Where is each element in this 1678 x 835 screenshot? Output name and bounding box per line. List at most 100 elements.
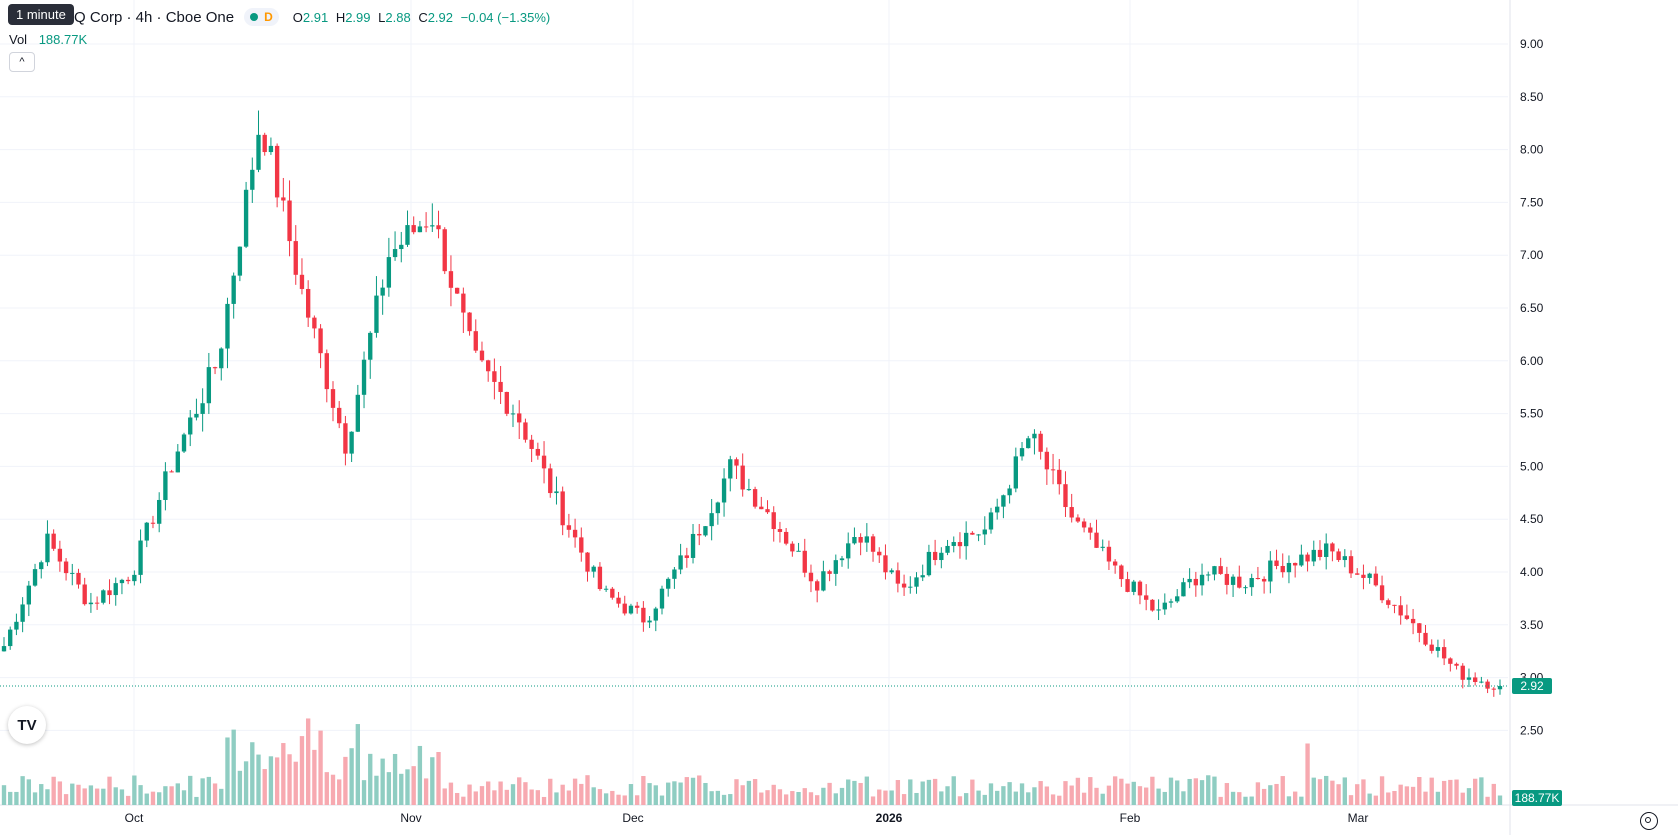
volume-bar [1069, 785, 1074, 805]
volume-bar [647, 783, 652, 805]
candle-body [436, 225, 441, 230]
volume-bar [672, 781, 677, 805]
x-tick-label: Mar [1348, 811, 1369, 825]
candle-body [1497, 686, 1503, 690]
volume-bar [1367, 793, 1372, 805]
candle-body [281, 197, 286, 201]
candle-body [1342, 556, 1347, 561]
last-volume-tag [1512, 790, 1562, 806]
volume-bar [405, 769, 410, 805]
volume-bar [976, 790, 981, 805]
candle-body [45, 533, 50, 563]
volume-bar [939, 791, 944, 805]
volume-bar [1342, 777, 1347, 805]
candle-body [461, 293, 466, 313]
candle-body [355, 394, 360, 432]
volume-bar [945, 786, 950, 805]
volume-bar [821, 787, 826, 805]
candle-body [157, 499, 162, 524]
symbol-title[interactable]: Q Corp · 4h · Cboe One [74, 8, 235, 26]
candle-body [535, 448, 541, 456]
candle-body [82, 584, 87, 605]
x-tick-label: Dec [622, 811, 643, 825]
candle-body [1330, 543, 1335, 552]
candle-body [634, 605, 640, 608]
candle-body [107, 590, 112, 596]
volume-bar [591, 787, 596, 805]
candle-body [846, 543, 851, 559]
candle-body [1243, 587, 1248, 589]
y-tick-label: 4.00 [1520, 565, 1544, 579]
candle-body [1392, 604, 1397, 606]
candle-body [932, 551, 938, 561]
candle-body [200, 403, 205, 414]
candle-body [448, 271, 454, 288]
volume-bar [833, 793, 838, 805]
volume-bar [374, 775, 379, 805]
candle-body [1026, 438, 1031, 449]
candle-body [287, 200, 292, 242]
candle-body [1069, 507, 1074, 518]
candle-body [1249, 578, 1254, 588]
candle-body [101, 590, 106, 603]
candle-body [1019, 448, 1025, 457]
volume-bar [951, 776, 956, 805]
candle-body [1181, 582, 1186, 597]
candle-body [1299, 554, 1304, 566]
market-status-badge[interactable]: D [244, 8, 279, 26]
volume-bar [442, 788, 447, 805]
volume-bar [914, 792, 919, 805]
candle-body [1218, 566, 1223, 574]
candle-body [1131, 581, 1136, 592]
volume-bar [908, 779, 913, 805]
candle-body [529, 439, 534, 449]
volume-bar [1150, 776, 1155, 805]
volume-bar [225, 737, 230, 805]
volume-bar [703, 782, 708, 805]
candle-body [597, 566, 603, 590]
candle-body [1441, 647, 1447, 659]
volume-bar [1299, 796, 1304, 805]
candle-body [386, 257, 392, 288]
volume-bar [790, 791, 795, 805]
volume-bar [1472, 778, 1478, 805]
chevron-up-icon[interactable]: ^ [9, 52, 35, 72]
volume-bar [1292, 791, 1298, 805]
candle-body [1417, 623, 1422, 633]
volume-bar [1081, 792, 1087, 805]
candle-body [752, 489, 758, 507]
volume-bar [281, 743, 286, 805]
volume-bar [901, 794, 907, 805]
candle-body [1112, 561, 1118, 566]
gear-icon[interactable] [1640, 812, 1658, 830]
candle-body [26, 585, 32, 605]
candle-body [411, 225, 416, 233]
candle-body [647, 620, 652, 623]
volume-bar [926, 779, 932, 805]
candle-body [783, 531, 789, 544]
volume-bar [1336, 784, 1341, 805]
volume-bar [846, 779, 851, 805]
candle-body [541, 455, 547, 469]
candle-body [1125, 579, 1130, 592]
candle-body [628, 605, 634, 614]
volume-bar [603, 793, 609, 805]
candle-body [672, 569, 677, 579]
volume-bar [1168, 777, 1174, 805]
candle-body [1193, 578, 1199, 586]
candle-body [715, 502, 721, 514]
candle-body [144, 522, 149, 541]
candle-body [1119, 565, 1124, 580]
volume-bar [1454, 779, 1459, 805]
y-tick-label: 9.00 [1520, 37, 1544, 51]
candle-body [1268, 560, 1273, 582]
volume-bar [554, 792, 559, 805]
volume-bar [113, 787, 118, 805]
volume-bar [641, 776, 646, 805]
candle-body [305, 288, 311, 318]
tradingview-logo-icon[interactable]: TV [8, 706, 46, 744]
candle-body [454, 287, 460, 294]
candle-body [1, 646, 7, 652]
candle-body [1367, 573, 1372, 578]
